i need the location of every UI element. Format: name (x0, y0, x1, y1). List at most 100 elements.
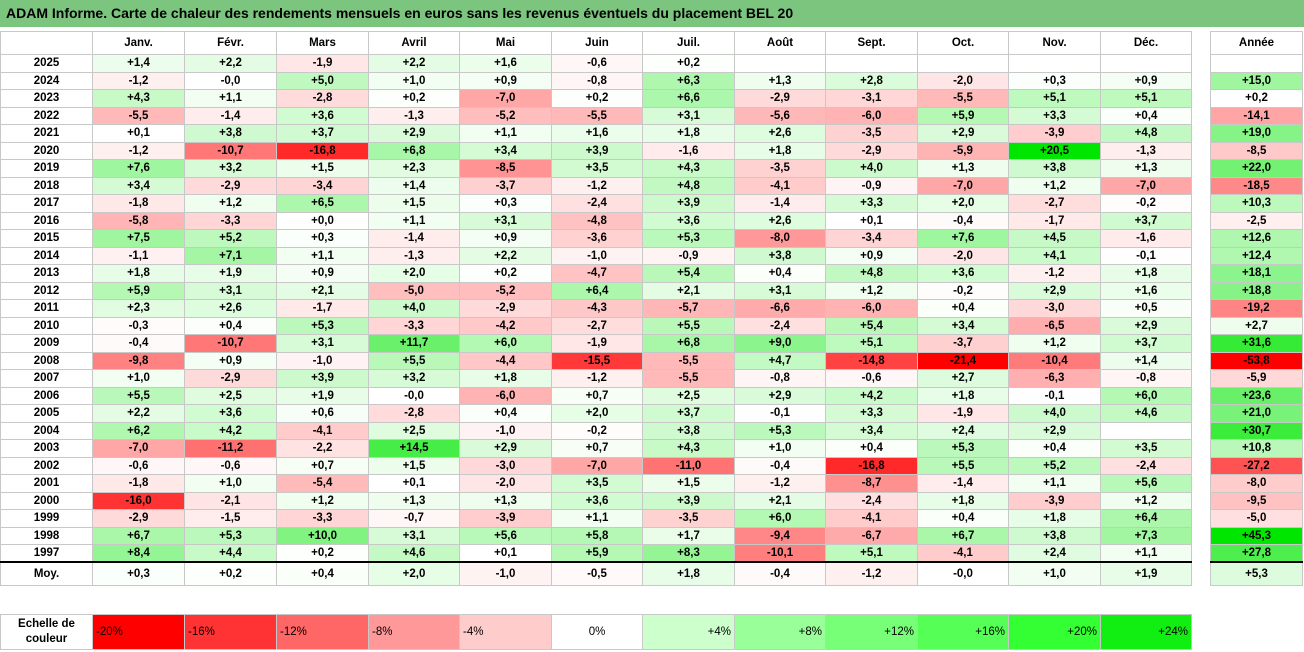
month-cell: +1,8 (734, 141, 826, 160)
month-cell: +11,7 (368, 334, 460, 353)
month-cell: -3,4 (276, 176, 369, 195)
month-cell: -3,6 (551, 229, 643, 248)
month-cell: -5,5 (917, 89, 1009, 108)
annual-cell: +12,6 (1210, 229, 1303, 248)
month-cell: -14,8 (825, 351, 918, 370)
scale-swatch-2: -16% (184, 614, 277, 650)
month-cell: +3,6 (917, 264, 1009, 283)
month-cell: +2,2 (368, 54, 460, 73)
month-cell: +5,0 (276, 71, 369, 90)
month-cell: -2,0 (917, 246, 1009, 265)
month-cell: +0,0 (276, 211, 369, 230)
annual-cell (1210, 54, 1303, 73)
month-cell: -5,9 (917, 141, 1009, 160)
month-cell: +5,9 (917, 106, 1009, 125)
month-cell (825, 54, 918, 73)
month-cell: -1,0 (276, 351, 369, 370)
year-label: 2013 (0, 264, 93, 283)
scale-swatch-8: +8% (734, 614, 826, 650)
month-cell: +1,0 (184, 474, 277, 493)
month-cell: +5,8 (551, 526, 643, 545)
month-cell: +2,1 (276, 281, 369, 300)
average-label: Moy. (0, 561, 93, 586)
month-cell: +4,6 (1100, 404, 1192, 423)
month-header-4: Avril (368, 31, 460, 55)
month-cell: -0,4 (92, 334, 185, 353)
month-cell: +3,7 (1100, 334, 1192, 353)
month-cell (1100, 421, 1192, 440)
year-label: 2003 (0, 439, 93, 458)
month-cell: +5,1 (1100, 89, 1192, 108)
annual-cell: +31,6 (1210, 334, 1303, 353)
month-cell: -1,9 (276, 54, 369, 73)
annual-row-1997: +27,8 (1210, 544, 1303, 563)
month-cell: -15,5 (551, 351, 643, 370)
month-cell: +2,9 (917, 124, 1009, 143)
month-cell: +2,5 (368, 421, 460, 440)
month-cell: +2,3 (368, 159, 460, 178)
month-cell: +2,6 (734, 211, 826, 230)
month-cell: -2,9 (825, 141, 918, 160)
month-cell: +5,4 (825, 316, 918, 335)
month-cell: -0,3 (92, 316, 185, 335)
month-cell: -6,7 (825, 526, 918, 545)
month-cell: +3,5 (551, 474, 643, 493)
month-cell: +0,2 (551, 89, 643, 108)
month-cell: +0,5 (1100, 299, 1192, 318)
year-label: 2019 (0, 159, 93, 178)
month-cell: +5,5 (917, 456, 1009, 475)
year-row-2011: 2011 +2,3 +2,6 -1,7 +4,0 -2,9 -4,3 -5,7 -6,6 -6,0… (0, 299, 1192, 318)
year-row-2004: 2004 +6,2 +4,2 -4,1 +2,5 -1,0 -0,2 +3,8 +5,3 +3,4… (0, 421, 1192, 440)
month-cell: -3,9 (1008, 124, 1101, 143)
month-cell: +2,4 (1008, 544, 1101, 563)
month-cell: +3,4 (92, 176, 185, 195)
month-cell: +4,3 (92, 89, 185, 108)
month-cell: +7,6 (92, 159, 185, 178)
annual-row-2011: -19,2 (1210, 299, 1303, 318)
annual-cell: +23,6 (1210, 386, 1303, 405)
color-scale-label: Echelle de couleur (0, 614, 93, 650)
month-cell: -10,7 (184, 141, 277, 160)
average-cell: -0,5 (551, 561, 643, 586)
month-cell: -3,3 (368, 316, 460, 335)
month-cell: -5,5 (92, 106, 185, 125)
month-cell: +3,1 (459, 211, 552, 230)
year-label: 2009 (0, 334, 93, 353)
month-cell: -21,4 (917, 351, 1009, 370)
annual-cell: -27,2 (1210, 456, 1303, 475)
month-cell: -6,3 (1008, 369, 1101, 388)
year-label: 1998 (0, 526, 93, 545)
month-cell: -3,4 (825, 229, 918, 248)
month-cell: -4,1 (825, 509, 918, 528)
annual-cell: +12,4 (1210, 246, 1303, 265)
year-label: 2006 (0, 386, 93, 405)
month-cell (734, 54, 826, 73)
month-cell: -1,2 (734, 474, 826, 493)
month-cell: -7,0 (917, 176, 1009, 195)
month-cell: -3,5 (642, 509, 735, 528)
year-label: 2011 (0, 299, 93, 318)
year-row-2013: 2013 +1,8 +1,9 +0,9 +2,0 +0,2 -4,7 +5,4 +0,4 +4,8… (0, 264, 1192, 283)
month-cell: +6,4 (1100, 509, 1192, 528)
scale-swatch-7: +4% (642, 614, 735, 650)
average-row: Moy. +0,3 +0,2 +0,4 +2,0 -1,0 -0,5 +1,8 -0,4 -1,2… (0, 561, 1192, 586)
annual-row-2002: -27,2 (1210, 456, 1303, 475)
month-cell: +6,8 (368, 141, 460, 160)
month-cell: -0,8 (1100, 369, 1192, 388)
month-cell: -1,7 (1008, 211, 1101, 230)
year-row-2003: 2003 -7,0 -11,2 -2,2 +14,5 +2,9 +0,7 +4,3 +1,0 +0… (0, 439, 1192, 458)
year-row-2021: 2021 +0,1 +3,8 +3,7 +2,9 +1,1 +1,6 +1,8 +2,6 -3,5… (0, 124, 1192, 143)
annual-cell: -53,8 (1210, 351, 1303, 370)
annual-row-2003: +10,8 (1210, 439, 1303, 458)
scale-swatch-9: +12% (825, 614, 918, 650)
month-cell: +1,2 (1008, 176, 1101, 195)
month-cell: +2,6 (184, 299, 277, 318)
month-cell: +2,9 (1008, 281, 1101, 300)
month-cell: +3,6 (184, 404, 277, 423)
month-cell: +2,3 (92, 299, 185, 318)
month-header-row: Janv. Févr. Mars Avril Mai Juin Juil. Août Sept.… (0, 31, 1192, 55)
average-cell: -1,0 (459, 561, 552, 586)
month-cell: +6,2 (92, 421, 185, 440)
month-header-7: Juil. (642, 31, 735, 55)
month-cell: +0,9 (1100, 71, 1192, 90)
